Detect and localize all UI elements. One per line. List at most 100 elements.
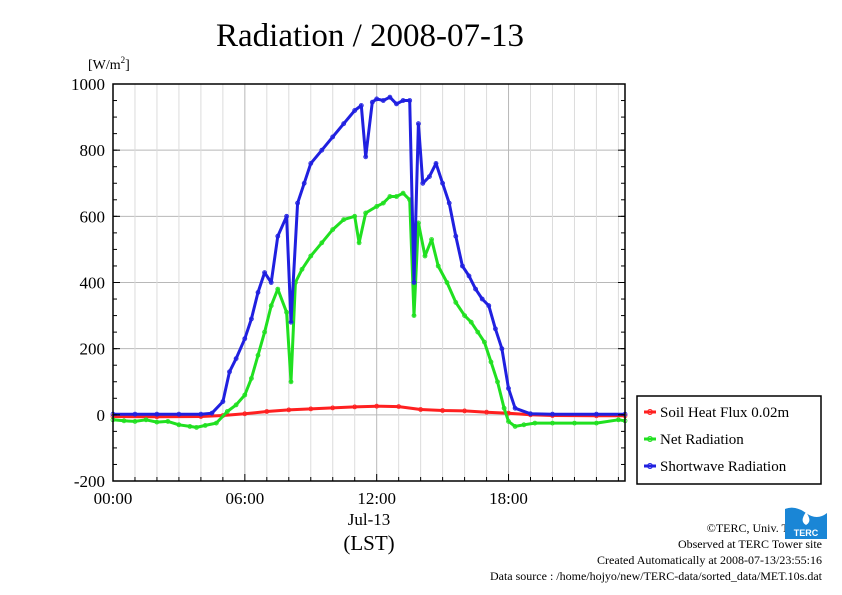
data-point-net-radiation	[275, 286, 281, 292]
y-tick-label: 1000	[71, 75, 105, 94]
data-point-soil-heat-flux-0-02m	[330, 405, 336, 411]
y-tick-label: -200	[74, 472, 105, 491]
data-point-soil-heat-flux-0-02m	[484, 409, 490, 415]
y-tick-label: 200	[80, 340, 106, 359]
data-point-shortwave-radiation	[369, 99, 375, 105]
data-point-net-radiation	[453, 299, 459, 305]
series-line-shortwave-radiation	[113, 95, 625, 416]
data-point-net-radiation	[308, 253, 314, 259]
data-point-net-radiation	[468, 319, 474, 325]
data-point-shortwave-radiation	[262, 270, 268, 276]
data-point-net-radiation	[429, 237, 435, 242]
data-point-shortwave-radiation	[363, 154, 369, 160]
terc-logo-icon: TERC	[785, 503, 827, 539]
data-point-net-radiation	[380, 200, 386, 206]
data-point-shortwave-radiation	[198, 411, 204, 417]
data-point-shortwave-radiation	[411, 280, 417, 285]
data-point-net-radiation	[422, 253, 428, 259]
x-tick-label: 06:00	[225, 489, 264, 508]
data-point-shortwave-radiation	[284, 213, 290, 219]
data-point-net-radiation	[363, 210, 369, 216]
data-point-shortwave-radiation	[209, 410, 215, 416]
y-tick-label: 800	[80, 141, 106, 160]
grid-lines	[113, 84, 625, 481]
data-point-net-radiation	[132, 418, 138, 424]
data-point-shortwave-radiation	[301, 180, 307, 186]
data-point-shortwave-radiation	[499, 346, 505, 352]
data-point-shortwave-radiation	[512, 405, 518, 411]
credit-site: Observed at TERC Tower site	[677, 537, 822, 551]
data-point-soil-heat-flux-0-02m	[264, 409, 270, 414]
data-point-net-radiation	[400, 190, 406, 196]
y-axis-unit: [W/m2]	[88, 55, 130, 73]
data-point-shortwave-radiation	[352, 108, 358, 113]
data-point-net-radiation	[572, 420, 577, 426]
axis-ticks: -200 0 200 400 600 800 1000 00:00 06:00 12:00 18:0…	[71, 75, 625, 508]
data-point-shortwave-radiation	[459, 263, 465, 269]
data-point-net-radiation	[435, 263, 441, 269]
data-point-soil-heat-flux-0-02m	[374, 403, 380, 409]
data-point-net-radiation	[475, 329, 481, 335]
data-point-shortwave-radiation	[176, 411, 182, 417]
data-point-net-radiation	[341, 217, 347, 223]
data-point-soil-heat-flux-0-02m	[242, 411, 248, 417]
data-point-net-radiation	[411, 313, 417, 319]
data-point-shortwave-radiation	[380, 98, 386, 103]
data-point-shortwave-radiation	[426, 174, 432, 180]
data-point-net-radiation	[594, 420, 599, 426]
x-axis-date-label: Jul-13	[348, 510, 391, 529]
y-axis-unit-superscript: 2	[121, 55, 126, 65]
data-point-shortwave-radiation	[492, 326, 498, 332]
data-point-shortwave-radiation	[446, 200, 452, 206]
legend-label-soil-heat-flux-0-02m: Soil Heat Flux 0.02m	[660, 405, 790, 421]
data-point-soil-heat-flux-0-02m	[396, 404, 402, 410]
data-point-net-radiation	[481, 339, 487, 345]
data-point-net-radiation	[550, 420, 555, 426]
data-point-net-radiation	[255, 352, 261, 358]
data-point-net-radiation	[176, 422, 182, 428]
data-point-shortwave-radiation	[330, 134, 336, 140]
data-point-shortwave-radiation	[528, 411, 533, 417]
data-point-shortwave-radiation	[440, 180, 446, 186]
data-point-shortwave-radiation	[288, 319, 294, 325]
series-layer	[110, 94, 628, 430]
data-point-net-radiation	[165, 418, 171, 424]
legend-marker-net-radiation	[647, 436, 653, 442]
data-point-net-radiation	[143, 417, 149, 423]
data-point-net-radiation	[154, 419, 160, 425]
data-point-shortwave-radiation	[233, 356, 239, 362]
data-point-soil-heat-flux-0-02m	[308, 406, 314, 412]
legend-label-net-radiation: Net Radiation	[660, 432, 744, 448]
credit-source: Data source : /home/hojyo/new/TERC-data/…	[489, 569, 822, 583]
data-point-net-radiation	[187, 423, 193, 429]
legend-marker-shortwave-radiation	[647, 463, 653, 469]
data-point-net-radiation	[224, 409, 230, 414]
data-point-net-radiation	[488, 359, 494, 365]
x-axis-label: (LST)	[343, 531, 394, 555]
data-point-net-radiation	[288, 379, 294, 385]
data-point-net-radiation	[495, 379, 500, 385]
data-point-net-radiation	[394, 194, 399, 199]
data-point-shortwave-radiation	[486, 303, 492, 309]
data-point-net-radiation	[501, 405, 507, 411]
data-point-soil-heat-flux-0-02m	[440, 408, 446, 413]
data-point-net-radiation	[262, 329, 268, 335]
data-point-net-radiation	[202, 422, 208, 428]
legend-label-shortwave-radiation: Shortwave Radiation	[660, 459, 787, 475]
data-point-net-radiation	[242, 392, 248, 398]
data-point-shortwave-radiation	[248, 316, 254, 322]
data-point-soil-heat-flux-0-02m	[418, 407, 424, 412]
data-point-net-radiation	[444, 280, 450, 285]
data-point-shortwave-radiation	[227, 369, 232, 375]
data-point-shortwave-radiation	[358, 103, 364, 108]
x-tick-label: 18:00	[489, 489, 528, 508]
data-point-shortwave-radiation	[154, 411, 160, 417]
data-point-net-radiation	[521, 422, 527, 428]
data-point-net-radiation	[319, 240, 325, 246]
legend: Soil Heat Flux 0.02m Net Radiation Shortwa…	[636, 395, 822, 485]
data-point-shortwave-radiation	[415, 121, 421, 127]
credits: ©TERC, Univ. Tsukuba Observed at TERC To…	[490, 520, 822, 584]
data-point-net-radiation	[330, 227, 336, 233]
series-line-soil-heat-flux-0-02m	[112, 404, 625, 419]
x-tick-label: 12:00	[357, 489, 396, 508]
